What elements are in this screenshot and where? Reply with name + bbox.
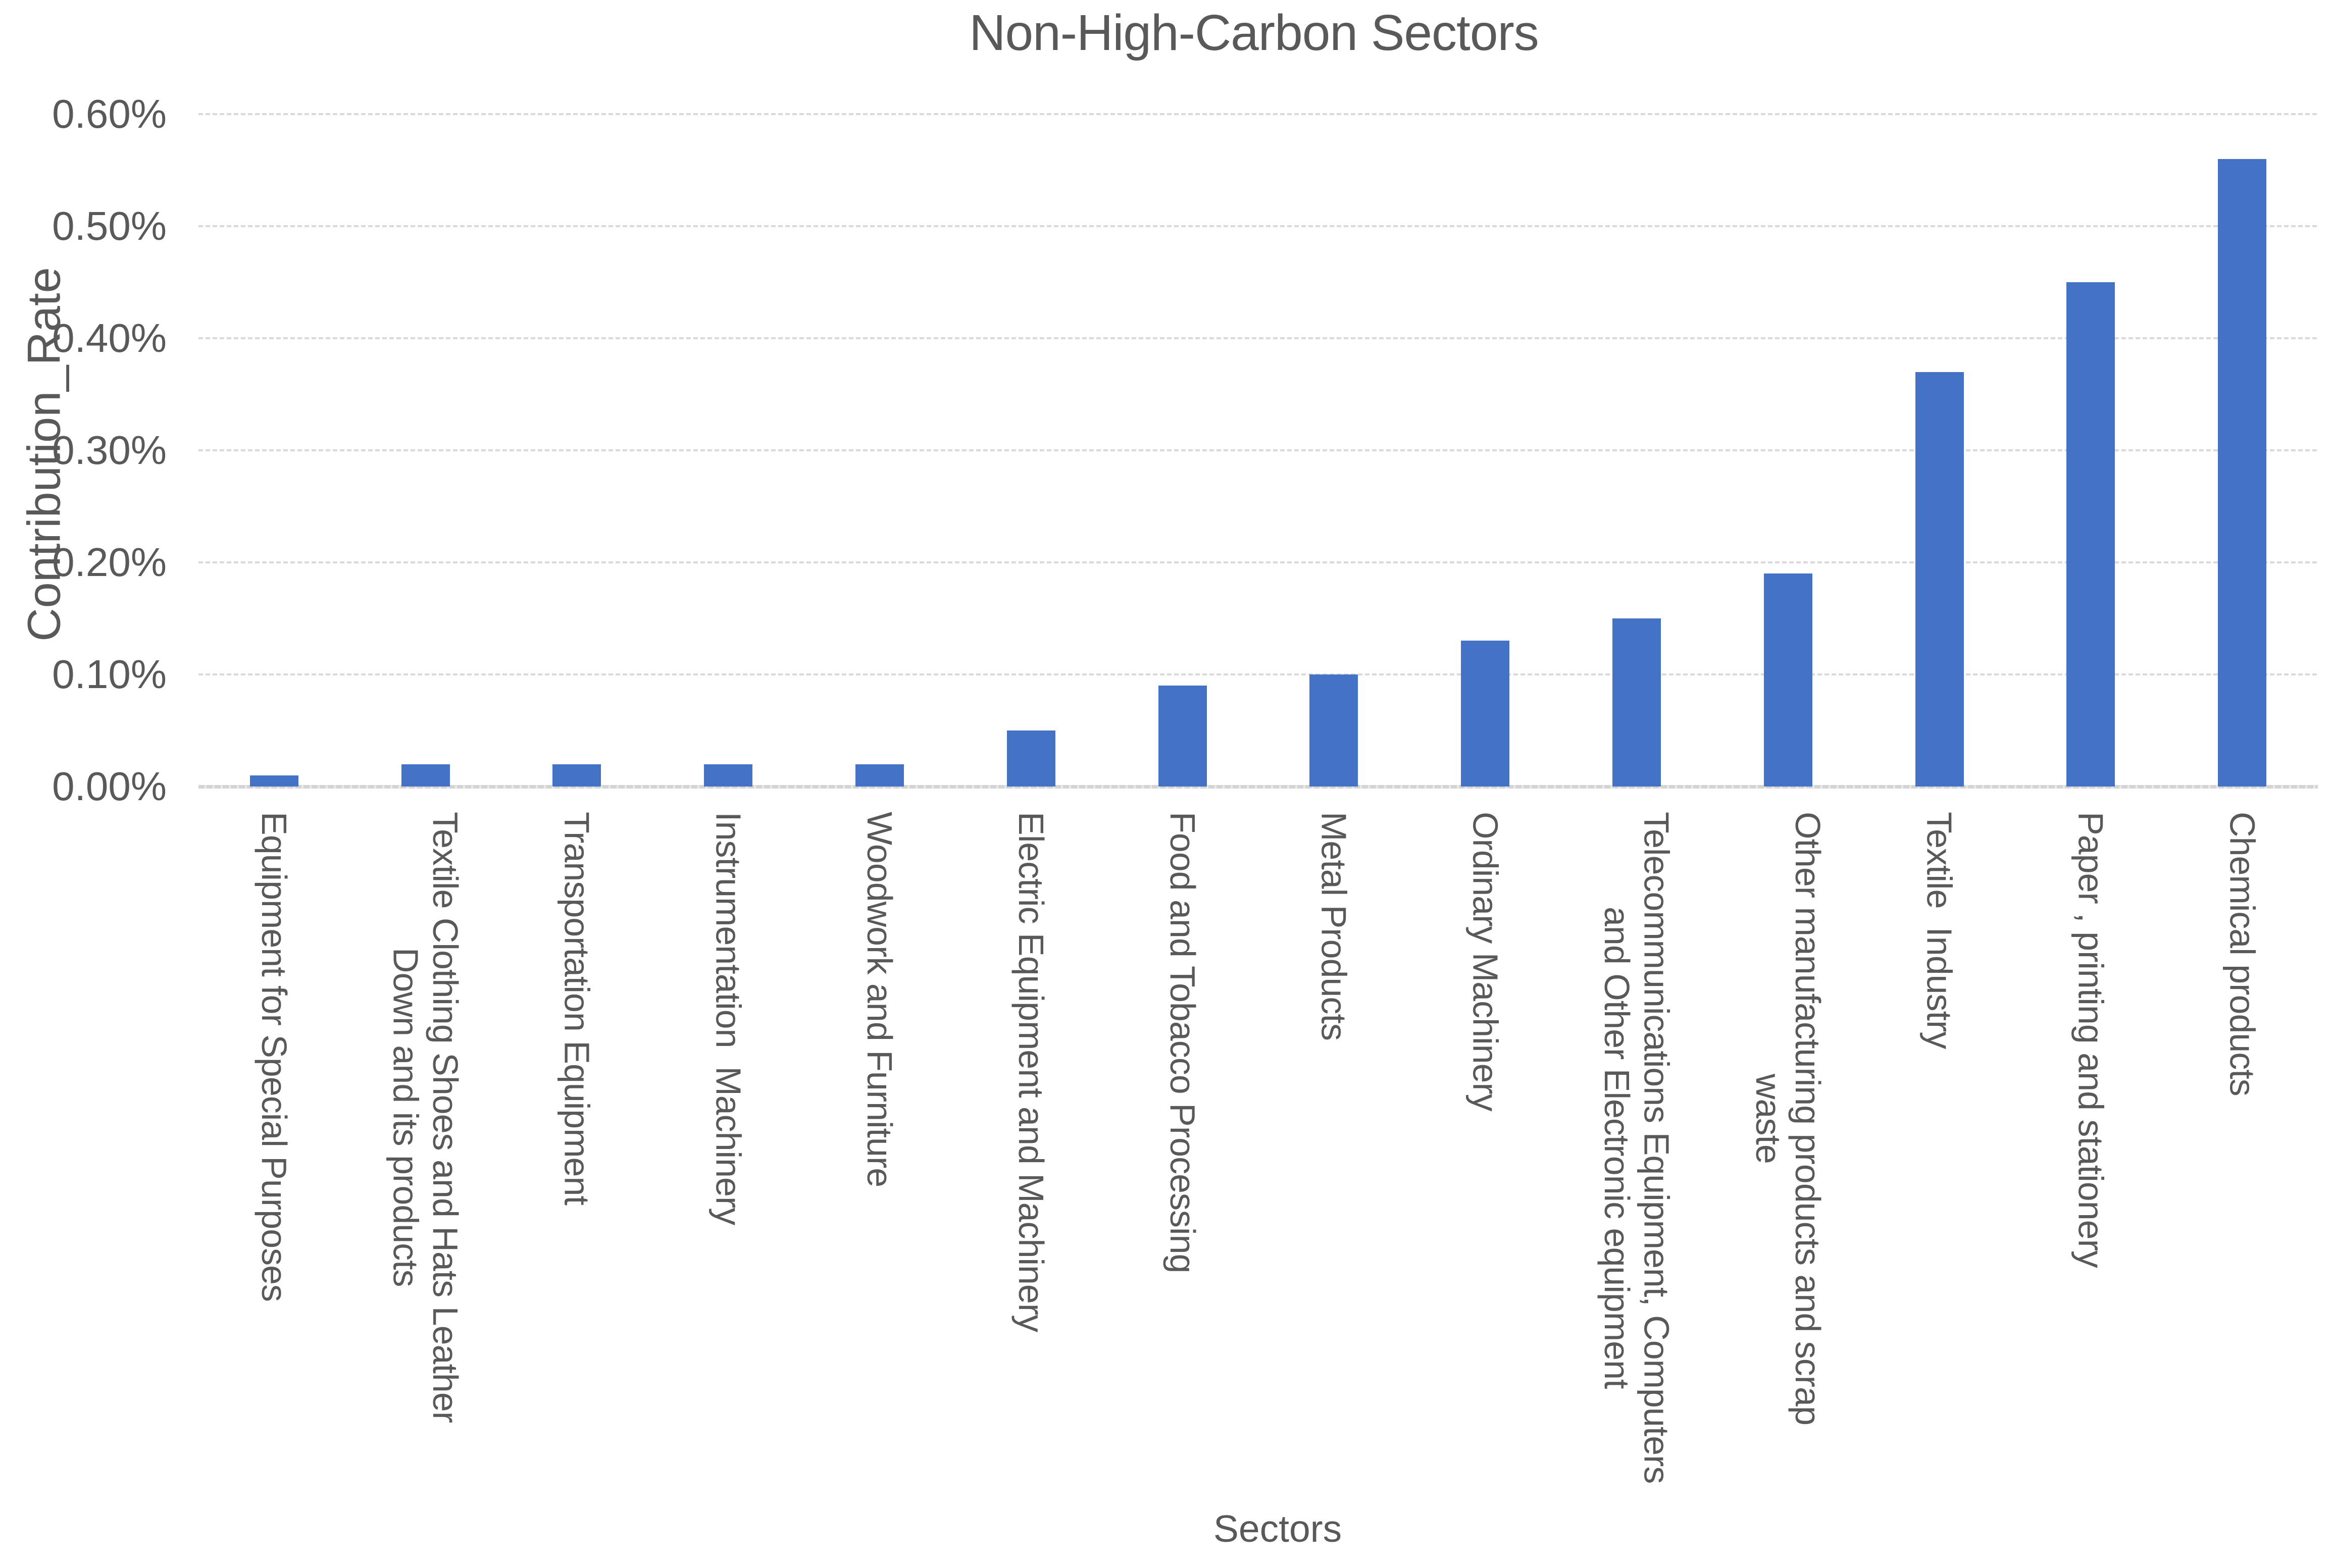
x-category-label: Instrumentation Machinery xyxy=(708,812,748,1225)
x-category-label: Transportation Equipment xyxy=(557,812,597,1205)
bar-3 xyxy=(552,764,601,787)
y-axis-tick-label: 0.30% xyxy=(52,428,167,473)
x-category-label: Food and Tobacco Processing xyxy=(1162,812,1202,1273)
bar-10 xyxy=(1612,618,1661,787)
bar-5 xyxy=(855,764,904,787)
y-axis-tick-label: 0.50% xyxy=(52,203,167,248)
x-category-label: Telecommunications Equipment, Computers … xyxy=(1597,812,1677,1484)
gridline xyxy=(198,561,2318,563)
x-axis-line xyxy=(198,785,2318,789)
bar-14 xyxy=(2218,159,2267,787)
y-axis-tick-label: 0.40% xyxy=(52,316,167,360)
gridline xyxy=(198,225,2318,227)
gridline xyxy=(198,337,2318,339)
gridline xyxy=(198,113,2318,115)
x-category-label: Ordinary Machinery xyxy=(1465,812,1505,1111)
bar-11 xyxy=(1763,573,1812,787)
bar-2 xyxy=(401,764,450,787)
y-axis-tick-label: 0.10% xyxy=(52,652,167,697)
y-axis-tick-label: 0.20% xyxy=(52,540,167,585)
y-axis-tick-label: 0.60% xyxy=(52,91,167,136)
y-axis-tick-label: 0.00% xyxy=(52,764,167,809)
x-category-label: Other manufacturing products and scrap w… xyxy=(1748,812,1828,1425)
bar-6 xyxy=(1006,730,1055,787)
x-axis-title: Sectors xyxy=(1213,1507,1342,1550)
x-category-label: Textile Industry xyxy=(1919,812,1959,1049)
bar-13 xyxy=(2066,282,2115,787)
x-category-label: Paper , printing and stationery xyxy=(2071,812,2111,1268)
bar-12 xyxy=(1915,372,1964,787)
x-category-label: Metal Products xyxy=(1314,812,1354,1040)
bar-4 xyxy=(704,764,753,787)
x-category-label: Textile Clothing Shoes and Hats Leather … xyxy=(386,812,466,1423)
bar-9 xyxy=(1461,641,1510,787)
x-category-label: Equipment for Special Purposes xyxy=(255,812,294,1301)
bar-7 xyxy=(1158,686,1207,787)
bar-8 xyxy=(1309,674,1358,787)
gridline xyxy=(198,449,2318,451)
bar-1 xyxy=(249,775,298,787)
x-category-label: Chemical products xyxy=(2222,812,2262,1096)
gridline xyxy=(198,673,2318,675)
chart-title: Non-High-Carbon Sectors xyxy=(969,5,1539,61)
x-category-label: Woodwork and Furniture xyxy=(860,812,900,1187)
x-category-label: Electric Equipment and Machinery xyxy=(1011,812,1051,1332)
